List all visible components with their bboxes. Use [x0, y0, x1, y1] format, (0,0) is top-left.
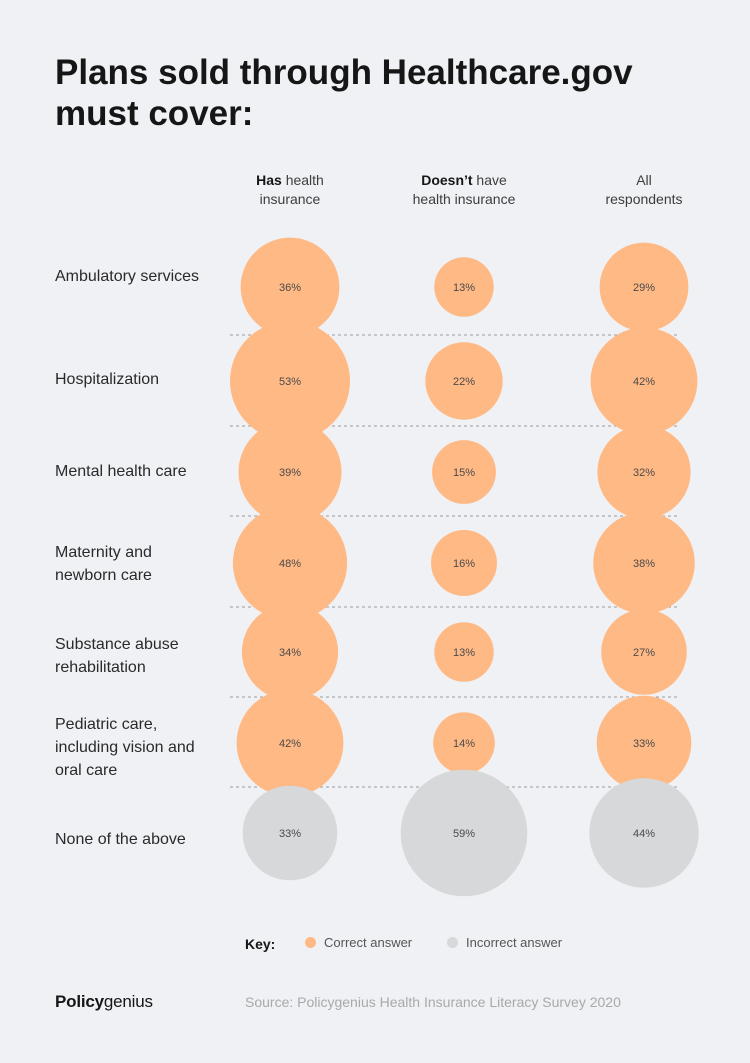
- bubble: [601, 609, 687, 695]
- bubble: [434, 257, 494, 317]
- column-header-text: All: [636, 172, 652, 188]
- row-label-maternity: Maternity and newborn care: [55, 544, 152, 584]
- column-header-text-line2: respondents: [605, 191, 683, 207]
- bubble: [589, 778, 699, 888]
- bubble: [432, 440, 496, 504]
- legend-correct: Correct answer: [305, 935, 412, 950]
- bubble-value-label: 33%: [279, 828, 301, 840]
- bubble: [232, 505, 348, 621]
- row-label-hospitalization: Hospitalization: [55, 371, 160, 388]
- bubble-value-label: 29%: [633, 282, 655, 294]
- bubble-value-label: 22%: [453, 376, 475, 388]
- bubble: [238, 420, 342, 524]
- bubble-value-label: 13%: [453, 647, 475, 659]
- bubble-value-label: 53%: [279, 376, 301, 388]
- column-header-emphasis: Has: [256, 172, 282, 188]
- legend-key-label: Key:: [245, 936, 276, 952]
- bubble: [596, 695, 692, 791]
- source-note: Source: Policygenius Health Insurance Li…: [245, 994, 621, 1010]
- bubble-value-label: 13%: [453, 282, 475, 294]
- row-label-none: None of the above: [55, 831, 186, 848]
- bubble: [242, 785, 338, 881]
- logo-regular-part: genius: [103, 992, 153, 1011]
- bubble: [434, 622, 494, 682]
- bubble: [400, 769, 528, 897]
- column-header-text-line2: health insurance: [412, 191, 516, 207]
- legend-incorrect: Incorrect answer: [447, 935, 562, 950]
- bubble-value-label: 27%: [633, 647, 655, 659]
- column-header-text: have: [472, 172, 507, 188]
- bubble-value-label: 34%: [279, 647, 301, 659]
- bubble-value-label: 38%: [633, 558, 655, 570]
- legend-correct-label: Correct answer: [324, 935, 413, 950]
- bubble: [240, 237, 340, 337]
- bubble-value-label: 36%: [279, 282, 301, 294]
- column-header-emphasis: Doesn’t: [421, 172, 473, 188]
- bubble: [241, 603, 339, 701]
- logo-bold-part: Policy: [55, 992, 104, 1011]
- policygenius-logo: Policygenius: [55, 992, 153, 1012]
- bubble-value-label: 48%: [279, 558, 301, 570]
- bubble: [599, 242, 689, 332]
- legend-incorrect-swatch: [447, 937, 458, 948]
- bubble: [590, 327, 698, 435]
- bubble-value-label: 33%: [633, 738, 655, 750]
- column-header-has-insurance: Has health insurance: [195, 171, 385, 209]
- bubble: [230, 321, 350, 441]
- bubble-value-label: 14%: [453, 738, 475, 750]
- column-header-text-line2: insurance: [259, 191, 321, 207]
- bubble-value-label: 16%: [453, 558, 475, 570]
- column-header-no-insurance: Doesn’t have health insurance: [369, 171, 559, 209]
- bubble-value-label: 32%: [633, 467, 655, 479]
- bubble: [593, 512, 695, 614]
- bubble: [431, 530, 497, 596]
- legend-correct-swatch: [305, 937, 316, 948]
- bubble-value-label: 15%: [453, 467, 475, 479]
- bubble: [236, 689, 344, 797]
- row-label-pediatric: Pediatric care, including vision and ora…: [55, 716, 195, 779]
- page-title: Plans sold through Healthcare.gov must c…: [55, 53, 633, 133]
- row-label-substance-abuse: Substance abuse rehabilitation: [55, 636, 179, 676]
- bubble-value-label: 59%: [453, 828, 475, 840]
- bubble: [433, 712, 495, 774]
- bubble-value-label: 44%: [633, 828, 655, 840]
- bubble-value-label: 42%: [633, 376, 655, 388]
- bubble: [597, 425, 691, 519]
- bubble-value-label: 42%: [279, 738, 301, 750]
- legend-incorrect-label: Incorrect answer: [466, 935, 563, 950]
- bubble-value-label: 39%: [279, 467, 301, 479]
- bubble: [425, 342, 503, 420]
- row-label-ambulatory: Ambulatory services: [55, 268, 200, 285]
- row-label-mental-health: Mental health care: [55, 463, 187, 480]
- column-header-text: health: [281, 172, 324, 188]
- column-header-all-respondents: All respondents: [549, 171, 739, 209]
